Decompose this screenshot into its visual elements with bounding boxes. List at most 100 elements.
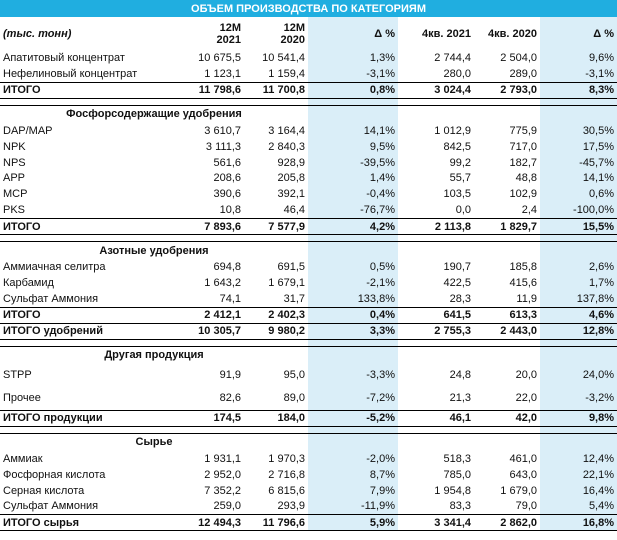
cell-value: 717,0: [509, 140, 537, 153]
cell-value: 17,5%: [540, 138, 617, 155]
cell-value: 3 164,4: [268, 124, 305, 137]
header-row: (тыс. тонн) 12M 2021 12M 2020 Δ % 4кв. 202…: [0, 17, 617, 50]
cell-value: 91,9: [219, 369, 241, 382]
cell-value: 1,4%: [308, 170, 398, 187]
total-row: ИТОГО 11 798,6 11 700,8 0,8% 3 024,4 2 793,0 8…: [0, 81, 617, 99]
cell-value: 1 012,9: [434, 124, 471, 137]
section-title: Другая продукция: [0, 345, 308, 364]
cell-value: 1 954,8: [434, 484, 471, 497]
cell-value: 28,3: [449, 292, 471, 305]
cell-value: 561,6: [213, 156, 241, 169]
cell-value: 16,4%: [540, 482, 617, 499]
cell-value: 12,8%: [540, 322, 617, 340]
section-gap: [0, 98, 617, 106]
cell-value: -3,1%: [540, 65, 617, 83]
cell-value: 7 352,2: [204, 484, 241, 497]
cell-value: 691,5: [277, 261, 305, 274]
row-label: Апатитовый концентрат: [3, 51, 125, 64]
row-label: ИТОГО: [0, 218, 166, 236]
cell-value: 2 952,0: [204, 468, 241, 481]
row-label: DAP/MAP: [3, 124, 53, 137]
cell-value: 14,1%: [308, 122, 398, 139]
cell-value: 0,8%: [308, 81, 398, 99]
cell-value: 259,0: [213, 500, 241, 513]
cell-value: 31,7: [283, 292, 305, 305]
table-row: Сульфат Аммония 259,0 293,9 -11,9% 83,3 79,0 5…: [0, 498, 617, 515]
cell-value: 46,1: [398, 409, 474, 427]
cell-value: 89,0: [283, 392, 305, 405]
cell-value: 2 504,0: [500, 51, 537, 64]
cell-value: 842,5: [443, 140, 471, 153]
cell-value: 1 829,7: [474, 218, 540, 236]
cell-value: 10 305,7: [166, 322, 244, 340]
cell-value: 289,0: [509, 67, 537, 80]
cell-value: 22,1%: [540, 466, 617, 483]
col-12m-2021: 12M 2021: [166, 17, 244, 50]
cell-value: 2,6%: [540, 259, 617, 276]
cell-value: 2 402,3: [244, 306, 308, 324]
cell-value: -76,7%: [308, 202, 398, 219]
cell-value: 1 679,1: [268, 276, 305, 289]
row-label: ИТОГО удобрений: [0, 322, 166, 340]
cell-value: 1 931,1: [204, 452, 241, 465]
col-delta-4q: Δ %: [540, 17, 617, 50]
cell-value: 7 577,9: [244, 218, 308, 236]
cell-value: 48,8: [515, 172, 537, 185]
section-phosphate: Фосфорсодержащие удобрения: [0, 104, 617, 123]
cell-value: 82,6: [219, 392, 241, 405]
cell-value: 11 796,6: [244, 514, 308, 532]
table-row: DAP/MAP 3 610,7 3 164,4 14,1% 1 012,9 775,9 30…: [0, 122, 617, 139]
cell-value: 390,6: [213, 188, 241, 201]
cell-value: 174,5: [166, 409, 244, 427]
cell-value: 4,2%: [308, 218, 398, 236]
cell-value: 5,4%: [540, 498, 617, 515]
table-row: PKS 10,8 46,4 -76,7% 0,0 2,4 -100,0%: [0, 202, 617, 219]
cell-value: 2 716,8: [268, 468, 305, 481]
cell-value: 928,9: [277, 156, 305, 169]
cell-value: 0,5%: [308, 259, 398, 276]
row-label: MCP: [3, 188, 28, 201]
cell-value: 2 755,3: [398, 322, 474, 340]
cell-value: 1,7%: [540, 275, 617, 291]
cell-value: 518,3: [443, 452, 471, 465]
col-12m-2020-line2: 2020: [280, 33, 305, 46]
cell-value: 1 123,1: [204, 67, 241, 80]
section-other: Другая продукция: [0, 345, 617, 364]
total-row: ИТОГО продукции 174,5 184,0 -5,2% 46,1 42,0 9,…: [0, 409, 617, 427]
cell-value: 15,5%: [540, 218, 617, 236]
cell-value: 2 793,0: [474, 81, 540, 99]
cell-value: 1,3%: [308, 50, 398, 66]
col-12m-2021-line1: 12M: [219, 21, 241, 34]
table-title: ОБЪЕМ ПРОИЗВОДСТВА ПО КАТЕГОРИЯМ: [0, 0, 617, 17]
cell-value: 415,6: [509, 276, 537, 289]
row-label: STPP: [3, 369, 32, 382]
cell-value: 12 494,3: [166, 514, 244, 532]
table-row: MCP 390,6 392,1 -0,4% 103,5 102,9 0,6%: [0, 186, 617, 203]
table-row: Сульфат Аммония 74,1 31,7 133,8% 28,3 11,9 137…: [0, 290, 617, 308]
row-label: Сульфат Аммония: [3, 500, 99, 513]
table-row: Нефелиновый концентрат 1 123,1 1 159,4 -3,1…: [0, 65, 617, 83]
table-row: Аммиак 1 931,1 1 970,3 -2,0% 518,3 461,0 12,4%: [0, 450, 617, 467]
cell-value: 7 893,6: [166, 218, 244, 236]
row-label: NPS: [3, 156, 26, 169]
total-row: ИТОГО 2 412,1 2 402,3 0,4% 641,5 613,3 4,6%: [0, 306, 617, 324]
table-row: NPS 561,6 928,9 -39,5% 99,2 182,7 -45,7%: [0, 154, 617, 171]
cell-value: 10,8: [219, 204, 241, 217]
cell-value: 4,6%: [540, 306, 617, 324]
cell-value: 8,3%: [540, 81, 617, 99]
section-gap: [0, 426, 617, 434]
total-row: ИТОГО сырья 12 494,3 11 796,6 5,9% 3 341,4 2 …: [0, 514, 617, 532]
cell-value: -45,7%: [540, 154, 617, 171]
cell-value: -3,2%: [540, 386, 617, 411]
cell-value: 392,1: [277, 188, 305, 201]
col-4q-2021: 4кв. 2021: [422, 27, 471, 40]
cell-value: 694,8: [213, 261, 241, 274]
cell-value: 190,7: [443, 261, 471, 274]
cell-value: 3 341,4: [398, 514, 474, 532]
cell-value: 182,7: [509, 156, 537, 169]
section-raw: Сырье: [0, 432, 617, 451]
cell-value: 9,8%: [540, 409, 617, 427]
cell-value: 79,0: [515, 500, 537, 513]
cell-value: 7,9%: [308, 482, 398, 499]
cell-value: -2,0%: [308, 450, 398, 467]
